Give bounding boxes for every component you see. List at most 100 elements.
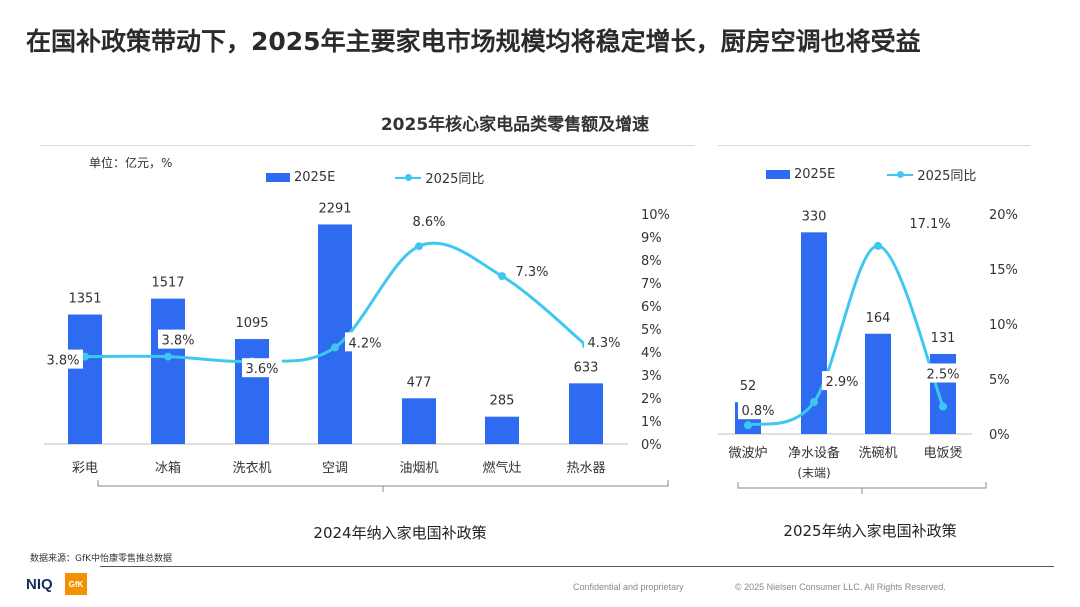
right-legend: 2025E 2025同比 [766, 165, 976, 184]
growth-value-label: 0.8% [741, 404, 774, 419]
growth-label-bg [345, 332, 385, 352]
growth-value-label: 2.5% [926, 368, 959, 383]
right-panel-top-border [718, 145, 1030, 146]
bar [235, 339, 269, 444]
bar [865, 333, 891, 434]
group-bracket [97, 480, 669, 487]
growth-point [939, 402, 947, 411]
growth-value-label: 8.6% [412, 215, 445, 230]
bar-value-label: 633 [574, 360, 599, 375]
y2-tick-label: 8% [641, 254, 662, 269]
y2-tick-label: 2% [641, 392, 662, 407]
growth-label-bg [158, 329, 198, 349]
growth-value-label: 3.8% [161, 334, 194, 349]
legend-line-swatch [395, 173, 422, 181]
growth-label-bg [512, 261, 552, 281]
bar-value-label: 164 [866, 311, 891, 326]
bar-value-label: 330 [802, 209, 827, 224]
niq-logo: NIQ [26, 576, 53, 593]
y2-tick-label: 0% [989, 428, 1010, 443]
category-label: 空调 [322, 461, 348, 476]
category-label: 洗碗机 [858, 445, 897, 461]
copyright-text: © 2025 Nielsen Consumer LLC. All Rights … [735, 582, 946, 592]
bar-value-label: 1095 [235, 316, 268, 331]
footer-rule [100, 566, 1054, 567]
y2-tick-label: 1% [641, 415, 662, 430]
growth-label-bg [923, 363, 963, 383]
legend-bar-swatch [266, 173, 290, 182]
group-bracket [737, 482, 987, 489]
legend-line-label: 2025同比 [425, 172, 485, 187]
gfk-logo: GfK [65, 573, 87, 595]
category-label: 微波炉 [728, 446, 767, 461]
bar-value-label: 2291 [318, 201, 351, 216]
growth-point [415, 242, 423, 251]
legend-line-label: 2025同比 [917, 169, 977, 184]
left-legend: 2025E 2025同比 [266, 168, 484, 187]
bar-value-label: 1351 [68, 292, 101, 307]
y2-tick-label: 6% [641, 300, 662, 315]
growth-value-label: 4.2% [348, 336, 381, 351]
growth-value-label: 3.8% [46, 354, 79, 369]
legend-bar-label: 2025E [794, 167, 836, 182]
chart-title: 2025年核心家电品类零售额及增速 [380, 115, 650, 135]
category-label: 油烟机 [399, 461, 438, 476]
growth-line [747, 244, 945, 427]
y2-tick-label: 15% [989, 263, 1018, 278]
bar [151, 298, 185, 444]
growth-value-label: 17.1% [909, 217, 950, 232]
growth-label-bg [43, 349, 83, 369]
y2-tick-label: 7% [641, 277, 662, 292]
growth-label-bg [906, 212, 954, 232]
confidential-text: Confidential and proprietary [573, 582, 684, 592]
bar [569, 383, 603, 444]
growth-value-label: 4.3% [587, 336, 620, 351]
growth-label-bg [409, 211, 449, 231]
y2-tick-label: 5% [641, 323, 662, 338]
y2-tick-label: 3% [641, 369, 662, 384]
growth-label-bg [584, 332, 624, 352]
growth-point [331, 343, 339, 352]
source-note: 数据来源：GfK中怡康零售推总数据 [30, 554, 173, 564]
right-policy-label: 2025年纳入家电国补政策 [783, 522, 957, 540]
y2-tick-label: 10% [641, 208, 670, 223]
growth-label-bg [242, 358, 282, 378]
bar-value-label: 1517 [151, 276, 184, 291]
y2-tick-label: 10% [989, 318, 1018, 333]
growth-value-label: 2.9% [825, 375, 858, 390]
legend-line-swatch [887, 170, 914, 178]
growth-point [498, 272, 506, 281]
category-label: 热水器 [566, 461, 605, 476]
legend-bar-label: 2025E [294, 170, 336, 185]
bar [402, 398, 436, 444]
category-label: 冰箱 [155, 460, 181, 476]
y2-tick-label: 0% [641, 438, 662, 453]
page-headline: 在国补政策带动下，2025年主要家电市场规模均将稳定增长，厨房空调也将受益 [26, 27, 921, 56]
category-sublabel: (末端) [797, 466, 830, 480]
unit-label: 单位：亿元，% [89, 156, 173, 170]
category-label: 彩电 [72, 461, 98, 476]
growth-point [874, 241, 882, 250]
left-policy-label: 2024年纳入家电国补政策 [313, 524, 487, 542]
category-label: 电饭煲 [923, 445, 962, 461]
growth-label-bg [738, 400, 778, 420]
bar [485, 416, 519, 444]
y2-tick-label: 9% [641, 231, 662, 246]
bar-value-label: 52 [740, 379, 757, 394]
bar-value-label: 477 [407, 375, 432, 390]
growth-value-label: 7.3% [515, 265, 548, 280]
bar-value-label: 285 [490, 394, 515, 409]
category-label: 净水设备 [788, 445, 840, 461]
growth-label-bg [822, 371, 862, 391]
y2-tick-label: 20% [989, 208, 1018, 223]
growth-point [810, 398, 818, 407]
growth-point [164, 352, 172, 361]
left-panel-top-border [40, 145, 695, 146]
legend-bar-swatch [766, 170, 790, 179]
growth-point [744, 421, 752, 430]
bar-value-label: 131 [931, 331, 956, 346]
category-label: 洗衣机 [232, 460, 271, 476]
bar [68, 314, 102, 444]
growth-value-label: 3.6% [245, 362, 278, 377]
